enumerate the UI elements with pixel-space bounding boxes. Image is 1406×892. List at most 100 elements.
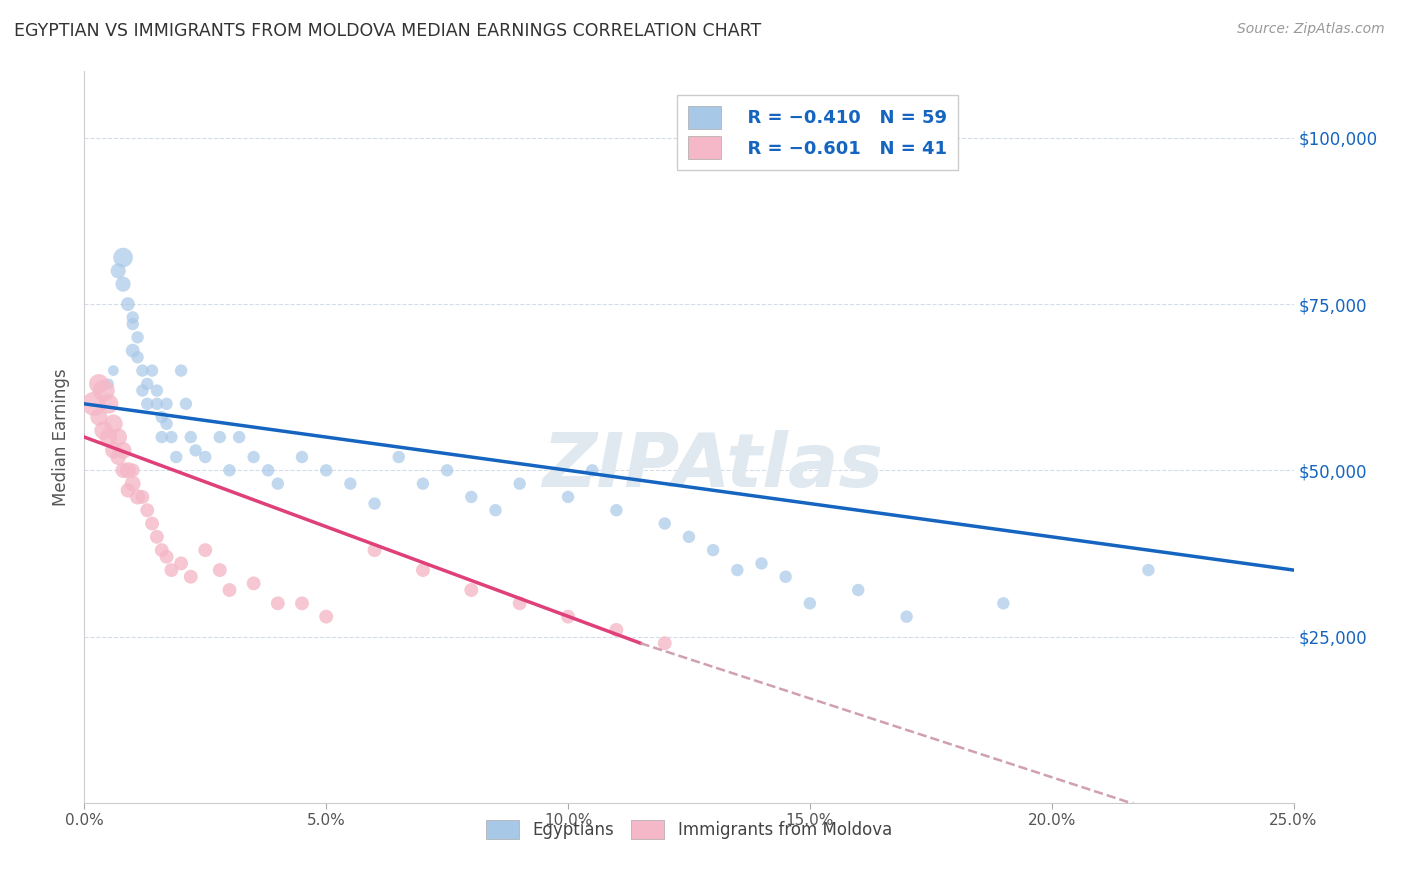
Point bbox=[460, 490, 482, 504]
Point bbox=[509, 596, 531, 610]
Point bbox=[97, 397, 120, 411]
Point bbox=[160, 430, 183, 444]
Point bbox=[141, 363, 163, 377]
Point bbox=[799, 596, 821, 610]
Point bbox=[97, 430, 120, 444]
Point bbox=[484, 503, 506, 517]
Point bbox=[146, 530, 169, 544]
Point bbox=[117, 483, 139, 498]
Point bbox=[605, 503, 627, 517]
Point bbox=[131, 363, 153, 377]
Point bbox=[208, 430, 231, 444]
Point bbox=[846, 582, 869, 597]
Point bbox=[107, 450, 129, 464]
Point bbox=[121, 476, 143, 491]
Point bbox=[127, 490, 149, 504]
Point bbox=[412, 563, 434, 577]
Point bbox=[1137, 563, 1160, 577]
Point bbox=[136, 503, 159, 517]
Point bbox=[160, 563, 183, 577]
Point bbox=[121, 317, 143, 331]
Point bbox=[93, 384, 115, 398]
Point bbox=[412, 476, 434, 491]
Point bbox=[654, 636, 676, 650]
Point bbox=[170, 363, 193, 377]
Point bbox=[97, 376, 120, 391]
Point bbox=[155, 397, 177, 411]
Point bbox=[112, 463, 135, 477]
Point bbox=[155, 417, 177, 431]
Point bbox=[150, 430, 173, 444]
Point bbox=[194, 543, 217, 558]
Point bbox=[257, 463, 280, 477]
Point bbox=[775, 570, 797, 584]
Point bbox=[112, 443, 135, 458]
Text: Source: ZipAtlas.com: Source: ZipAtlas.com bbox=[1237, 22, 1385, 37]
Point bbox=[146, 384, 169, 398]
Point bbox=[557, 609, 579, 624]
Point bbox=[146, 397, 169, 411]
Point bbox=[267, 596, 290, 610]
Point bbox=[127, 330, 149, 344]
Point bbox=[107, 264, 129, 278]
Point bbox=[136, 397, 159, 411]
Point bbox=[581, 463, 603, 477]
Point bbox=[725, 563, 748, 577]
Point bbox=[339, 476, 361, 491]
Point bbox=[87, 410, 110, 425]
Text: ZIPAtlas: ZIPAtlas bbox=[543, 430, 884, 503]
Point bbox=[155, 549, 177, 564]
Point bbox=[218, 582, 240, 597]
Point bbox=[228, 430, 250, 444]
Text: EGYPTIAN VS IMMIGRANTS FROM MOLDOVA MEDIAN EARNINGS CORRELATION CHART: EGYPTIAN VS IMMIGRANTS FROM MOLDOVA MEDI… bbox=[14, 22, 761, 40]
Point bbox=[150, 543, 173, 558]
Point bbox=[218, 463, 240, 477]
Point bbox=[702, 543, 724, 558]
Point bbox=[267, 476, 290, 491]
Point bbox=[112, 277, 135, 292]
Point bbox=[460, 582, 482, 597]
Point bbox=[388, 450, 411, 464]
Point bbox=[121, 310, 143, 325]
Point bbox=[103, 417, 125, 431]
Y-axis label: Median Earnings: Median Earnings bbox=[52, 368, 70, 506]
Point bbox=[436, 463, 458, 477]
Point bbox=[678, 530, 700, 544]
Point bbox=[136, 376, 159, 391]
Point bbox=[107, 430, 129, 444]
Point bbox=[83, 397, 105, 411]
Point bbox=[363, 497, 385, 511]
Point bbox=[509, 476, 531, 491]
Point bbox=[363, 543, 385, 558]
Point bbox=[117, 297, 139, 311]
Point bbox=[117, 463, 139, 477]
Point bbox=[605, 623, 627, 637]
Legend: Egyptians, Immigrants from Moldova: Egyptians, Immigrants from Moldova bbox=[479, 814, 898, 846]
Point bbox=[315, 463, 337, 477]
Point bbox=[93, 424, 115, 438]
Point bbox=[103, 443, 125, 458]
Point bbox=[751, 557, 773, 571]
Point bbox=[315, 609, 337, 624]
Point bbox=[242, 450, 264, 464]
Point bbox=[150, 410, 173, 425]
Point bbox=[170, 557, 193, 571]
Point bbox=[121, 343, 143, 358]
Point bbox=[127, 351, 149, 365]
Point bbox=[112, 251, 135, 265]
Point bbox=[131, 490, 153, 504]
Point bbox=[103, 363, 125, 377]
Point bbox=[87, 376, 110, 391]
Point bbox=[174, 397, 197, 411]
Point bbox=[141, 516, 163, 531]
Point bbox=[291, 450, 314, 464]
Point bbox=[180, 430, 202, 444]
Point bbox=[184, 443, 207, 458]
Point bbox=[242, 576, 264, 591]
Point bbox=[291, 596, 314, 610]
Point bbox=[993, 596, 1015, 610]
Point bbox=[557, 490, 579, 504]
Point bbox=[194, 450, 217, 464]
Point bbox=[131, 384, 153, 398]
Point bbox=[208, 563, 231, 577]
